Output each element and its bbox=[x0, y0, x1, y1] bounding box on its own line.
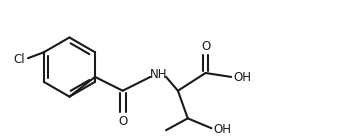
Text: O: O bbox=[201, 40, 210, 53]
Text: O: O bbox=[118, 115, 127, 128]
Text: NH: NH bbox=[150, 68, 167, 82]
Text: OH: OH bbox=[233, 71, 251, 84]
Text: Cl: Cl bbox=[13, 53, 25, 66]
Text: OH: OH bbox=[213, 123, 231, 136]
